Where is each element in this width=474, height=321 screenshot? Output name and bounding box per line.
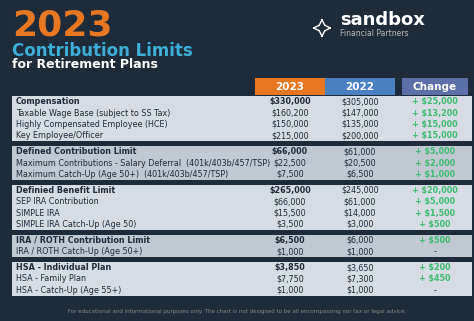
- Text: 2023: 2023: [12, 8, 112, 42]
- Text: $200,000: $200,000: [341, 131, 379, 140]
- Text: $61,000: $61,000: [344, 197, 376, 206]
- Text: 2023: 2023: [275, 82, 304, 91]
- Text: + $5,000: + $5,000: [415, 147, 455, 156]
- Text: for Retirement Plans: for Retirement Plans: [12, 58, 158, 71]
- Text: $3,500: $3,500: [276, 220, 304, 229]
- Text: sandbox: sandbox: [340, 11, 425, 29]
- Text: Compensation: Compensation: [16, 97, 81, 106]
- Text: $135,000: $135,000: [341, 120, 379, 129]
- Text: Change: Change: [413, 82, 457, 91]
- Text: $22,500: $22,500: [273, 159, 306, 168]
- Bar: [325, 78, 395, 95]
- Text: Financial Partners: Financial Partners: [340, 30, 409, 39]
- Text: Highly Compensated Employee (HCE): Highly Compensated Employee (HCE): [16, 120, 168, 129]
- Text: $66,000: $66,000: [272, 147, 308, 156]
- Text: 2022: 2022: [346, 82, 374, 91]
- Text: IRA / ROTH Contribution Limit: IRA / ROTH Contribution Limit: [16, 236, 150, 245]
- Bar: [12, 262, 472, 296]
- Text: -: -: [434, 286, 437, 295]
- Text: + $25,000: + $25,000: [412, 97, 458, 106]
- Bar: [255, 78, 325, 95]
- Text: $66,000: $66,000: [274, 197, 306, 206]
- Text: Contribution Limits: Contribution Limits: [12, 42, 193, 60]
- Text: + $13,200: + $13,200: [412, 108, 458, 117]
- Text: + $2,000: + $2,000: [415, 159, 455, 168]
- Text: $14,000: $14,000: [344, 209, 376, 218]
- Text: $3,000: $3,000: [346, 220, 374, 229]
- Text: Maximum Catch-Up (Age 50+)  (401k/403b/457/TSP): Maximum Catch-Up (Age 50+) (401k/403b/45…: [16, 170, 228, 179]
- Bar: [12, 185, 472, 230]
- Text: Definied Benefit Limit: Definied Benefit Limit: [16, 186, 115, 195]
- Text: HSA - Family Plan: HSA - Family Plan: [16, 274, 86, 283]
- Text: + $500: + $500: [419, 220, 451, 229]
- Bar: [12, 96, 472, 142]
- Text: $1,000: $1,000: [346, 247, 374, 256]
- Text: -: -: [434, 247, 437, 256]
- Text: + $1,000: + $1,000: [415, 170, 455, 179]
- Text: + $20,000: + $20,000: [412, 186, 458, 195]
- Text: $3,850: $3,850: [274, 263, 305, 272]
- Text: $6,500: $6,500: [346, 170, 374, 179]
- Text: $3,650: $3,650: [346, 263, 374, 272]
- Bar: [12, 235, 472, 257]
- Bar: [402, 78, 468, 95]
- Text: $15,500: $15,500: [273, 209, 306, 218]
- Text: Taxable Wage Base (subject to SS Tax): Taxable Wage Base (subject to SS Tax): [16, 108, 170, 117]
- Text: IRA / ROTH Catch-Up (Age 50+): IRA / ROTH Catch-Up (Age 50+): [16, 247, 142, 256]
- Text: $330,000: $330,000: [269, 97, 311, 106]
- Text: $1,000: $1,000: [346, 286, 374, 295]
- Text: + $500: + $500: [419, 236, 451, 245]
- Text: $1,000: $1,000: [276, 247, 304, 256]
- Text: $150,000: $150,000: [271, 120, 309, 129]
- Text: $265,000: $265,000: [269, 186, 311, 195]
- Text: $147,000: $147,000: [341, 108, 379, 117]
- Text: SEP IRA Contribution: SEP IRA Contribution: [16, 197, 99, 206]
- Text: HSA - Catch-Up (Age 55+): HSA - Catch-Up (Age 55+): [16, 286, 121, 295]
- Text: $7,750: $7,750: [276, 274, 304, 283]
- Text: SIMPLE IRA Catch-Up (Age 50): SIMPLE IRA Catch-Up (Age 50): [16, 220, 137, 229]
- Text: + $15,000: + $15,000: [412, 120, 458, 129]
- Text: $6,000: $6,000: [346, 236, 374, 245]
- Text: $7,300: $7,300: [346, 274, 374, 283]
- Text: + $450: + $450: [419, 274, 451, 283]
- Text: HSA - Individual Plan: HSA - Individual Plan: [16, 263, 111, 272]
- Text: For educational and informational purposes only. The chart is not designed to be: For educational and informational purpos…: [68, 308, 406, 314]
- Text: Key Employee/Officer: Key Employee/Officer: [16, 131, 103, 140]
- Text: $245,000: $245,000: [341, 186, 379, 195]
- Text: SIMPLE IRA: SIMPLE IRA: [16, 209, 60, 218]
- Text: $160,200: $160,200: [271, 108, 309, 117]
- Text: Defined Contribution Limit: Defined Contribution Limit: [16, 147, 137, 156]
- Text: + $1,500: + $1,500: [415, 209, 455, 218]
- Bar: [12, 146, 472, 180]
- Text: $215,000: $215,000: [271, 131, 309, 140]
- Text: $6,500: $6,500: [275, 236, 305, 245]
- Text: + $200: + $200: [419, 263, 451, 272]
- Text: $1,000: $1,000: [276, 286, 304, 295]
- Text: $20,500: $20,500: [344, 159, 376, 168]
- Text: + $5,000: + $5,000: [415, 197, 455, 206]
- Text: $7,500: $7,500: [276, 170, 304, 179]
- Text: Maximum Contributions - Salary Deferral  (401k/403b/457/TSP): Maximum Contributions - Salary Deferral …: [16, 159, 270, 168]
- Text: $305,000: $305,000: [341, 97, 379, 106]
- Text: $61,000: $61,000: [344, 147, 376, 156]
- Text: + $15,000: + $15,000: [412, 131, 458, 140]
